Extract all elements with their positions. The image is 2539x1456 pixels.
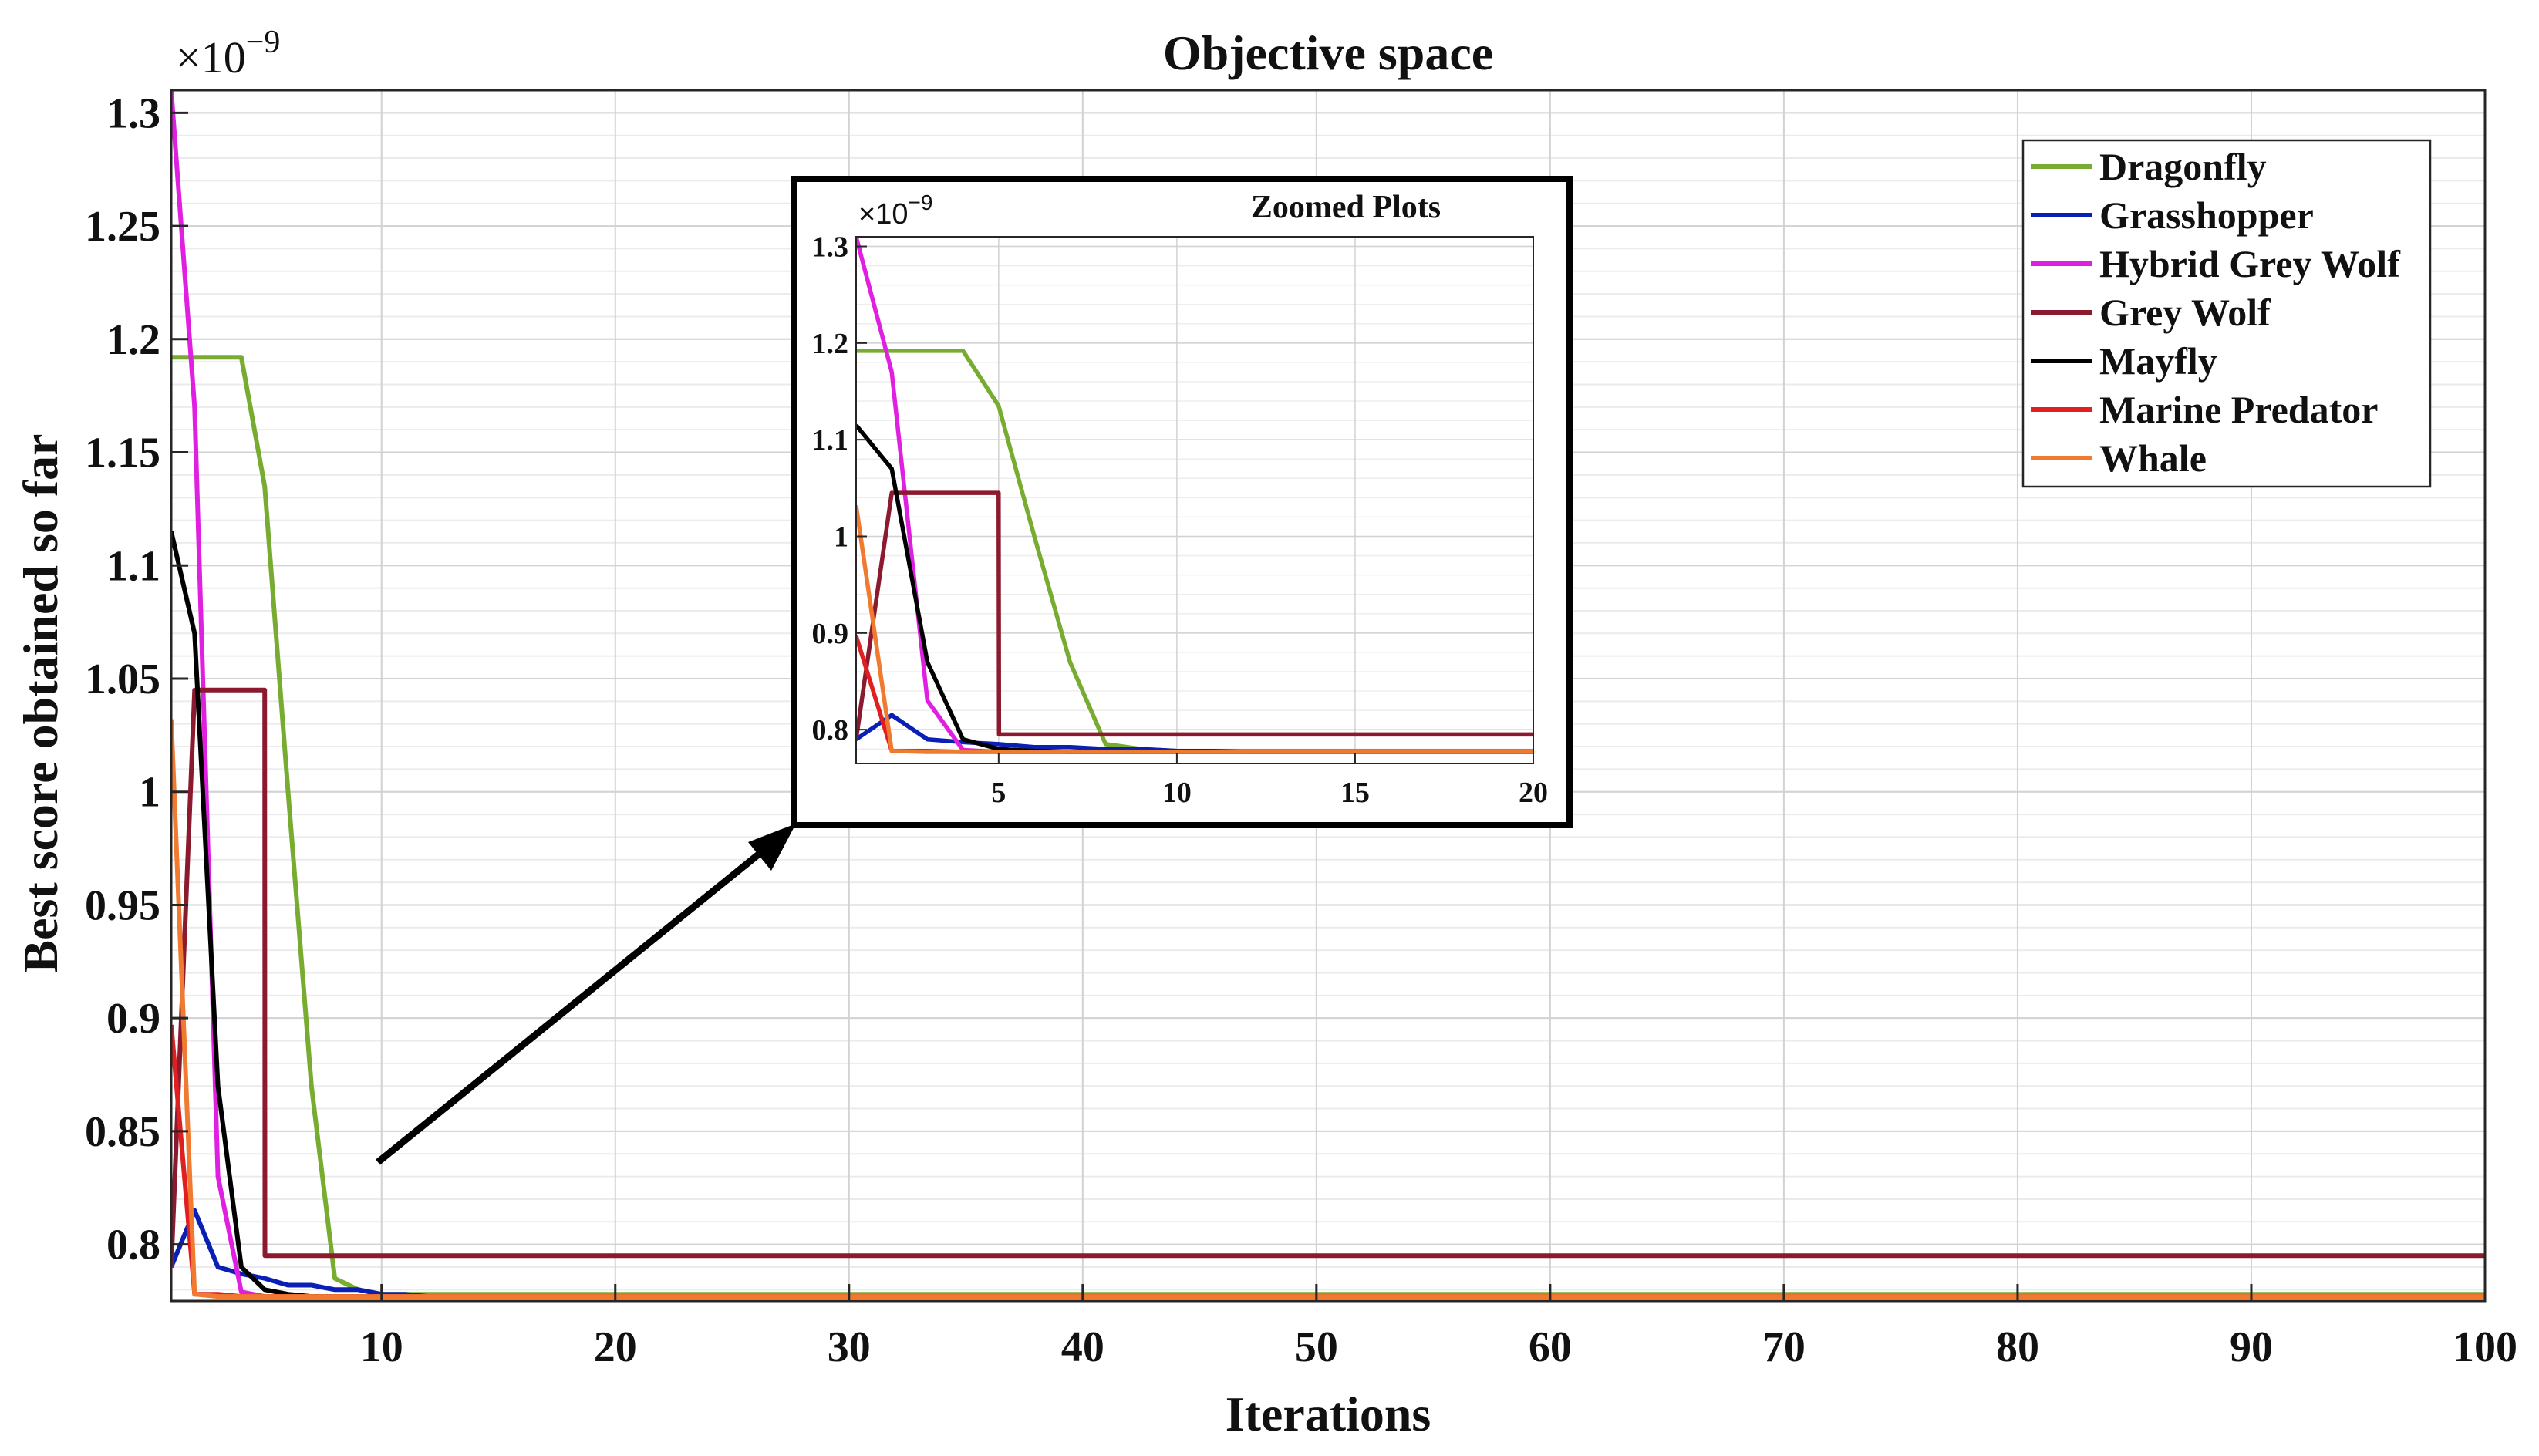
inset-y-tick-label: 1.2 bbox=[812, 328, 849, 360]
x-tick-label: 90 bbox=[2230, 1323, 2273, 1371]
inset-title: Zoomed Plots bbox=[1251, 190, 1441, 225]
inset-x-tick-label: 20 bbox=[1519, 777, 1548, 809]
inset-series-line-hybrid-grey-wolf bbox=[856, 237, 1533, 754]
legend-entry: Grey Wolf bbox=[2099, 291, 2271, 334]
x-tick-label: 60 bbox=[1529, 1323, 1572, 1371]
y-tick-label: 1.3 bbox=[106, 89, 160, 137]
inset-y-tick-label: 0.9 bbox=[812, 618, 849, 650]
legend-entry: Mayfly bbox=[2099, 339, 2217, 383]
inset-series-line-whale bbox=[856, 505, 1533, 754]
y-tick-label: 1.2 bbox=[106, 316, 160, 364]
inset-y-exponent-base: ×10 bbox=[858, 198, 908, 231]
chart-title: Objective space bbox=[1163, 25, 1493, 80]
y-exponent-base: ×10 bbox=[176, 32, 246, 83]
series-line-whale bbox=[171, 719, 2485, 1299]
x-tick-label: 20 bbox=[594, 1323, 637, 1371]
inset-y-exponent-label: ×10−9 bbox=[858, 190, 932, 231]
inset-y-tick-label: 0.8 bbox=[812, 714, 849, 747]
axes-box bbox=[170, 89, 2487, 1303]
inset-y-tick-label: 1.3 bbox=[812, 231, 849, 264]
y-exponent-label: ×10−9 bbox=[176, 25, 280, 83]
x-tick-label: 100 bbox=[2453, 1323, 2517, 1371]
x-axis-label: Iterations bbox=[1226, 1387, 1431, 1441]
legend-entry: Grasshopper bbox=[2099, 194, 2314, 237]
inset-x-tick-label: 10 bbox=[1162, 777, 1192, 809]
legend-entry: Dragonfly bbox=[2099, 145, 2267, 188]
x-tick-label: 70 bbox=[1762, 1323, 1806, 1371]
inset-y-tick-label: 1 bbox=[834, 521, 848, 553]
zoom-arrow bbox=[376, 830, 787, 1165]
y-exponent-power: −9 bbox=[246, 25, 281, 60]
inset-y-exponent-power: −9 bbox=[908, 190, 932, 214]
y-tick-label: 1 bbox=[139, 769, 160, 817]
x-tick-label: 10 bbox=[360, 1323, 403, 1371]
x-tick-label: 50 bbox=[1295, 1323, 1338, 1371]
inset-y-tick-label: 1.1 bbox=[812, 424, 849, 457]
y-tick-label: 1.05 bbox=[85, 656, 160, 703]
inset-axes-box bbox=[855, 236, 1534, 764]
y-tick-label: 0.9 bbox=[106, 995, 160, 1043]
y-axis-label: Best score obtained so far bbox=[13, 433, 68, 972]
zoom-arrow-head bbox=[748, 824, 796, 871]
y-tick-label: 0.8 bbox=[106, 1222, 160, 1269]
y-tick-label: 1.25 bbox=[85, 203, 160, 251]
legend-entry: Hybrid Grey Wolf bbox=[2099, 242, 2401, 285]
x-tick-label: 40 bbox=[1061, 1323, 1104, 1371]
x-tick-label: 80 bbox=[1996, 1323, 2039, 1371]
x-tick-label: 30 bbox=[828, 1323, 871, 1371]
y-tick-label: 1.1 bbox=[106, 542, 160, 590]
inset-x-tick-label: 15 bbox=[1340, 777, 1370, 809]
inset-series-line-grey-wolf bbox=[856, 490, 1533, 740]
y-tick-label: 0.95 bbox=[85, 881, 160, 929]
legend-entry: Whale bbox=[2099, 436, 2207, 480]
legend: Dragonfly Grasshopper Hybrid Grey Wolf Grey… bbox=[2021, 139, 2432, 488]
zoomed-inset: 5 10 15 20 0.8 0.9 1 1.1 1.2 1.3 ×10−9 Zoomed Plots bbox=[791, 176, 1573, 828]
inset-series-group bbox=[856, 237, 1533, 754]
series-line-grey-wolf bbox=[171, 687, 2485, 1268]
legend-entry: Marine Predator bbox=[2099, 388, 2378, 431]
y-tick-label: 1.15 bbox=[85, 430, 160, 477]
inset-frame bbox=[791, 176, 1573, 828]
series-group bbox=[171, 90, 2485, 1299]
y-tick-label: 0.85 bbox=[85, 1108, 160, 1156]
inset-x-tick-label: 5 bbox=[991, 777, 1006, 809]
